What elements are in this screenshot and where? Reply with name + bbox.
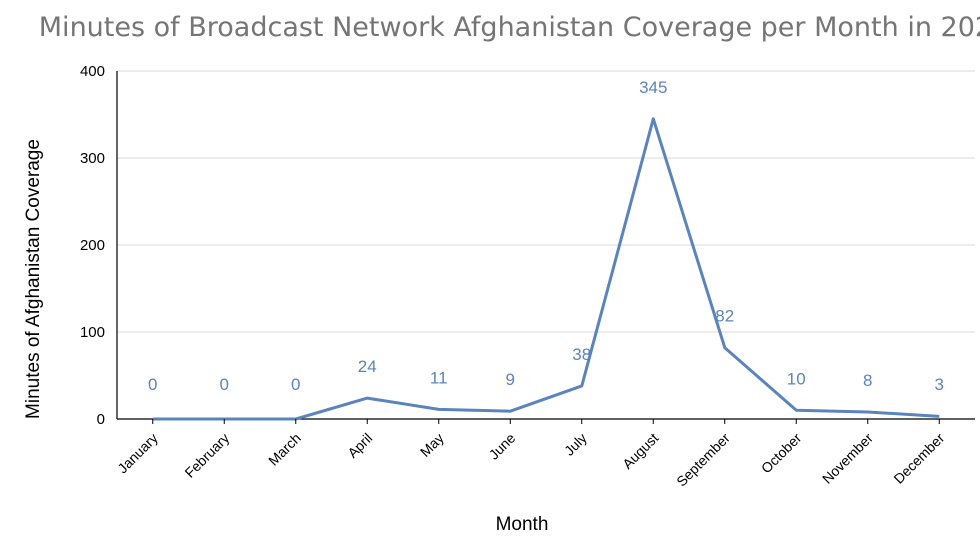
data-label: 24 <box>358 357 377 376</box>
data-label: 0 <box>291 375 300 394</box>
data-label: 0 <box>148 375 157 394</box>
x-tick-label: January <box>114 430 161 477</box>
x-tick-label: October <box>758 430 805 477</box>
chart-title: Minutes of Broadcast Network Afghanistan… <box>39 12 980 43</box>
x-tick-label: July <box>561 430 590 459</box>
data-label: 9 <box>506 370 515 389</box>
y-axis-ticks: 0 100 200 300 400 <box>80 63 105 428</box>
x-tick-label: February <box>181 430 232 481</box>
data-label: 0 <box>220 375 229 394</box>
data-label: 11 <box>430 368 448 387</box>
data-labels: 0 0 0 24 11 9 38 345 82 10 8 3 <box>148 78 944 394</box>
x-tick-label: June <box>486 430 519 463</box>
x-tick-label: August <box>619 430 661 472</box>
x-tick-label: May <box>417 430 447 460</box>
data-label: 8 <box>863 371 872 390</box>
y-tick-label: 100 <box>80 324 105 341</box>
x-tick-label: March <box>265 430 304 469</box>
y-axis-title: Minutes of Afghanistan Coverage <box>23 139 44 419</box>
data-label: 3 <box>935 375 944 394</box>
x-axis-title: Month <box>496 514 549 535</box>
x-axis-ticks: January February March April May June July Augu… <box>114 419 948 490</box>
data-label: 345 <box>639 78 667 97</box>
gridlines <box>117 70 975 333</box>
x-tick-label: December <box>890 430 947 487</box>
y-tick-label: 200 <box>80 237 105 254</box>
data-label: 82 <box>715 307 734 326</box>
y-tick-label: 400 <box>80 63 105 80</box>
y-tick-label: 0 <box>97 411 105 428</box>
series-line <box>152 117 940 421</box>
x-tick-label: April <box>344 430 375 461</box>
y-tick-label: 300 <box>80 150 105 167</box>
x-tick-label: November <box>819 430 876 487</box>
data-label: 38 <box>572 345 591 364</box>
data-label: 10 <box>787 369 806 388</box>
x-tick-label: September <box>673 430 733 490</box>
